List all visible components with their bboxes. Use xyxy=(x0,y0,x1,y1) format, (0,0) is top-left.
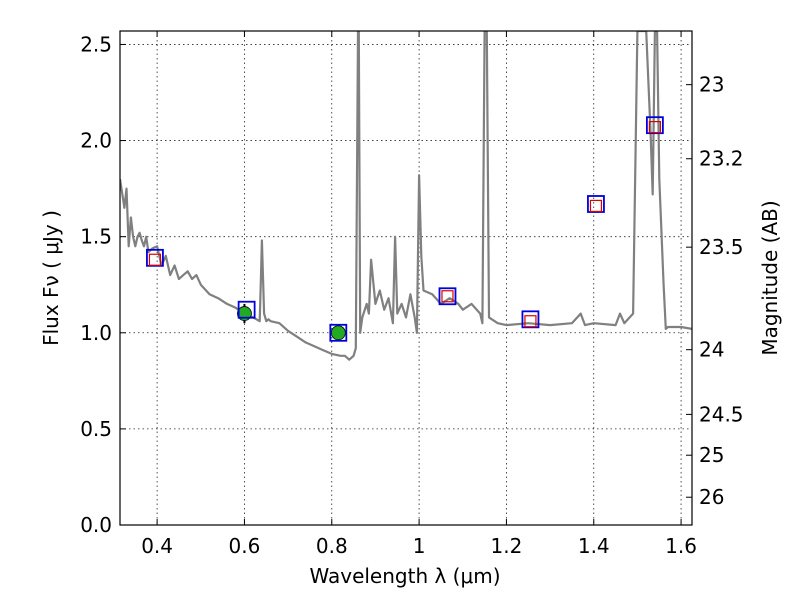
y-tick-label: 1.0 xyxy=(80,321,112,345)
x-tick-label: 1 xyxy=(413,534,426,558)
x-axis-label: Wavelength λ (μm) xyxy=(309,564,500,588)
x-tick-label: 0.4 xyxy=(141,534,173,558)
y2-tick-label: 24.5 xyxy=(699,402,744,426)
spectrum-layer xyxy=(120,31,692,361)
y-tick-label: 0.0 xyxy=(80,513,112,537)
y2-tick-label: 24 xyxy=(699,338,724,362)
tick-layer: 0.4 0.6 0.8 1 1.2 1.4 1.6 0.0 0.5 1.0 1.5 2.0 2.5 23 2… xyxy=(80,31,744,558)
y-tick-label: 2.0 xyxy=(80,129,112,153)
grid xyxy=(120,31,692,526)
red-marker xyxy=(441,290,454,303)
model-point xyxy=(329,323,348,342)
model-point xyxy=(237,300,256,319)
marker-layer xyxy=(146,116,664,342)
model-point xyxy=(438,287,457,306)
y2-tick-label: 26 xyxy=(699,485,724,509)
y2-tick-label: 23.5 xyxy=(699,235,744,259)
y2-axis-label: Magnitude (AB) xyxy=(758,200,782,355)
y2-tick-label: 23.2 xyxy=(699,147,744,171)
spectrum-line xyxy=(120,31,692,361)
y2-tick-label: 23 xyxy=(699,73,724,97)
x-tick-label: 0.8 xyxy=(316,534,348,558)
observed-point xyxy=(330,325,346,341)
x-tick-label: 0.6 xyxy=(229,534,261,558)
red-marker xyxy=(524,315,537,328)
red-marker xyxy=(589,199,603,213)
y-axis-label: Flux Fν ( μJy ) xyxy=(39,210,63,346)
red-marker xyxy=(648,121,661,134)
y-tick-label: 1.5 xyxy=(80,225,112,249)
y-tick-label: 2.5 xyxy=(80,32,112,56)
x-tick-label: 1.2 xyxy=(491,534,523,558)
y-tick-label: 0.5 xyxy=(80,417,112,441)
x-tick-label: 1.6 xyxy=(665,534,697,558)
x-tick-label: 1.4 xyxy=(578,534,610,558)
plot-frame xyxy=(119,30,693,526)
red-marker xyxy=(148,253,162,266)
y2-tick-label: 25 xyxy=(699,443,724,467)
